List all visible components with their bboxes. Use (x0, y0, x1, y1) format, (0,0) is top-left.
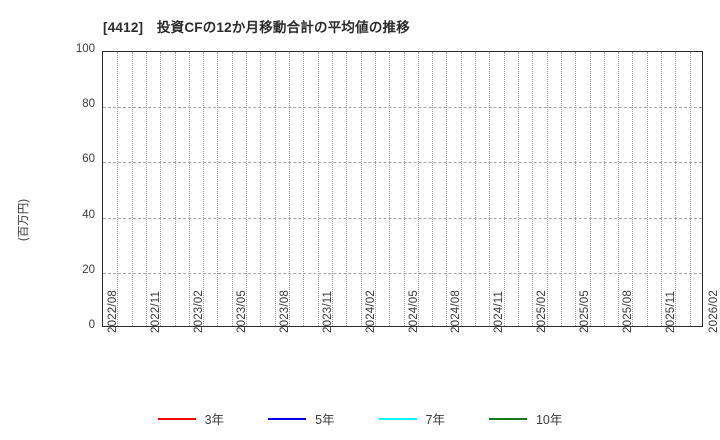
x-axis-tick-2022-11: 2022/11 (149, 290, 162, 333)
x-axis-tick-2023-05: 2023/05 (235, 290, 248, 333)
gridline-vertical (675, 52, 677, 326)
legend-swatch-icon (157, 417, 196, 420)
gridline-vertical (374, 52, 376, 326)
gridline-vertical (589, 52, 591, 326)
chart-legend: 3年 5年 7年 10年 (0, 409, 720, 428)
legend-item-5年[interactable]: 5年 (268, 409, 335, 428)
x-axis-tick-2023-02: 2023/02 (192, 290, 205, 333)
x-axis-tick-2024-08: 2024/08 (450, 290, 463, 333)
gridline-vertical (360, 52, 362, 326)
data-series-layer (103, 52, 702, 326)
gridline-vertical (260, 52, 262, 326)
x-axis-tick-2025-08: 2025/08 (622, 290, 635, 333)
gridline-vertical (603, 52, 605, 326)
legend-label: 10年 (535, 413, 563, 427)
gridline-vertical (403, 52, 405, 326)
gridline-vertical (661, 52, 663, 326)
x-axis-tick-2025-11: 2025/11 (665, 290, 678, 333)
legend-swatch-icon (268, 417, 307, 420)
gridline-vertical (317, 52, 319, 326)
y-axis-tick-40: 40 (82, 208, 95, 221)
gridline-vertical (131, 52, 133, 326)
gridline-vertical (618, 52, 620, 326)
gridline-horizontal (103, 107, 702, 109)
gridline-vertical (203, 52, 205, 326)
legend-item-7年[interactable]: 7年 (378, 409, 445, 428)
plot-area (102, 51, 703, 327)
gridline-vertical (632, 52, 634, 326)
x-axis-tick-2024-11: 2024/11 (493, 290, 506, 333)
series-svg (103, 52, 703, 327)
gridline-vertical (274, 52, 276, 326)
gridline-horizontal (103, 162, 702, 164)
gridline-vertical (217, 52, 219, 326)
legend-item-10年[interactable]: 10年 (488, 409, 563, 428)
gridline-vertical (489, 52, 491, 326)
gridline-vertical (303, 52, 305, 326)
gridline-vertical (417, 52, 419, 326)
legend-label: 3年 (204, 413, 225, 427)
gridline-vertical (646, 52, 648, 326)
gridline-vertical (517, 52, 519, 326)
gridline-vertical (246, 52, 248, 326)
x-axis-tick-2026-02: 2026/02 (708, 290, 720, 333)
gridline-vertical (503, 52, 505, 326)
gridline-vertical (689, 52, 691, 326)
x-axis-tick-2023-08: 2023/08 (278, 290, 291, 333)
x-axis-tick-2024-05: 2024/05 (407, 290, 420, 333)
y-axis-tick-0: 0 (88, 319, 95, 331)
y-axis-tick-60: 60 (82, 153, 95, 166)
gridline-vertical (560, 52, 562, 326)
gridline-vertical (289, 52, 291, 326)
gridline-horizontal (103, 272, 702, 274)
gridline-vertical (432, 52, 434, 326)
legend-item-3年[interactable]: 3年 (157, 409, 225, 428)
gridline-vertical (546, 52, 548, 326)
y-axis-tick-100: 100 (75, 43, 95, 55)
chart-title: [4412] 投資CFの12か月移動合計の平均値の推移 (103, 20, 410, 35)
legend-label: 7年 (425, 413, 445, 427)
gridline-vertical (532, 52, 534, 326)
y-axis-tick-20: 20 (82, 263, 95, 276)
gridline-vertical (331, 52, 333, 326)
gridline-vertical (575, 52, 577, 326)
gridline-vertical (231, 52, 233, 326)
gridline-vertical (475, 52, 477, 326)
legend-swatch-icon (378, 417, 417, 420)
gridline-vertical (117, 52, 119, 326)
x-axis-tick-2025-02: 2025/02 (536, 290, 549, 333)
x-axis-tick-2024-02: 2024/02 (364, 290, 377, 333)
x-axis-tick-2022-08: 2022/08 (107, 290, 119, 333)
gridline-horizontal (103, 217, 702, 219)
x-axis-tick-2023-11: 2023/11 (321, 290, 334, 333)
y-axis-label: (百万円) (18, 198, 31, 242)
gridline-vertical (174, 52, 176, 326)
legend-swatch-icon (488, 417, 527, 420)
legend-label: 5年 (315, 413, 335, 427)
gridline-vertical (460, 52, 462, 326)
gridline-vertical (188, 52, 190, 326)
y-axis-tick-80: 80 (82, 98, 95, 111)
x-axis-tick-2025-05: 2025/05 (579, 290, 592, 333)
gridline-vertical (160, 52, 162, 326)
gridline-vertical (446, 52, 448, 326)
gridline-vertical (346, 52, 348, 326)
gridline-vertical (145, 52, 147, 326)
gridline-vertical (389, 52, 391, 326)
